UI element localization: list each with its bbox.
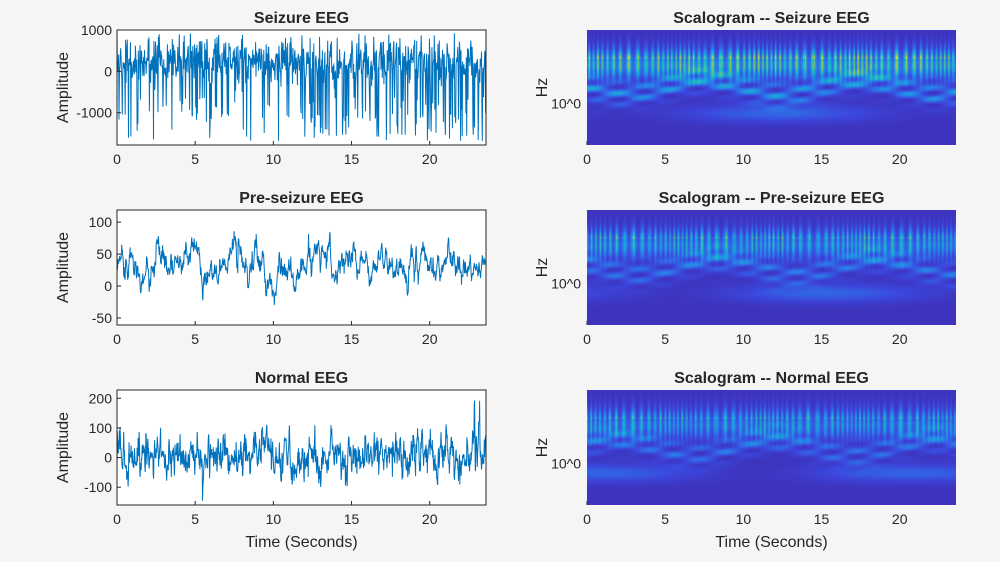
chart-title: Normal EEG	[255, 370, 348, 387]
x-tick-label: 5	[191, 511, 199, 527]
x-tick-label: 20	[422, 511, 438, 527]
y-tick-label: -100	[84, 479, 112, 495]
x-tick-label: 0	[113, 511, 121, 527]
x-tick-label: 0	[583, 331, 591, 347]
y-axis-label: Amplitude	[55, 232, 72, 303]
y-axis-label: Hz	[534, 438, 551, 458]
x-tick-label: 10	[266, 511, 282, 527]
axes-box	[116, 29, 487, 146]
x-tick-label: 20	[892, 151, 908, 167]
axes-box	[116, 389, 487, 506]
y-tick-label: 200	[89, 390, 113, 406]
line-subplot: -1000 0 1000 Amplitude 0 5 10 15 20 Seizure EEG	[55, 10, 487, 167]
x-tick-label: 5	[661, 511, 669, 527]
x-tick-label: 10	[266, 331, 282, 347]
chart-title: Pre-seizure EEG	[239, 190, 364, 207]
y-tick-label: 0	[104, 278, 112, 294]
chart-title: Scalogram -- Pre-seizure EEG	[659, 190, 885, 207]
x-axis-label: Time (Seconds)	[715, 534, 827, 551]
x-tick-label: 15	[814, 511, 830, 527]
y-tick-label: -1000	[76, 105, 112, 121]
y-tick-label: 10^0	[551, 276, 581, 292]
y-tick-label: 0	[104, 63, 112, 79]
chart-title: Scalogram -- Seizure EEG	[673, 10, 870, 27]
y-tick-label: 1000	[81, 22, 112, 38]
x-tick-label: 10	[736, 151, 752, 167]
x-tick-label: 0	[113, 331, 121, 347]
y-tick-label: -50	[92, 310, 112, 326]
x-tick-label: 10	[736, 331, 752, 347]
plot-area	[117, 390, 486, 505]
y-axis-label: Amplitude	[55, 52, 72, 123]
x-tick-label: 5	[661, 151, 669, 167]
y-tick-label: 10^0	[551, 456, 581, 472]
y-tick-label: 100	[89, 214, 113, 230]
scalogram-heatmap	[587, 30, 956, 145]
y-tick-label: 100	[89, 420, 113, 436]
x-axis-label: Time (Seconds)	[245, 534, 357, 551]
signal-line	[117, 231, 486, 306]
y-axis-label: Hz	[534, 78, 551, 98]
scalogram-subplot: 10^0Hz 0 5 10 15 20 Scalogram -- Seizure EEG	[534, 10, 908, 167]
x-tick-label: 5	[661, 331, 669, 347]
x-tick-label: 0	[583, 151, 591, 167]
x-tick-label: 5	[191, 331, 199, 347]
x-tick-label: 20	[892, 511, 908, 527]
x-tick-label: 10	[266, 151, 282, 167]
scalogram-heatmap	[587, 390, 956, 505]
x-tick-label: 15	[344, 331, 360, 347]
chart-title: Scalogram -- Normal EEG	[674, 370, 869, 387]
x-tick-label: 5	[191, 151, 199, 167]
x-tick-label: 15	[344, 151, 360, 167]
y-tick-label: 10^0	[551, 96, 581, 112]
y-tick-label: 50	[96, 246, 112, 262]
y-axis-label: Amplitude	[55, 412, 72, 483]
x-tick-label: 0	[113, 151, 121, 167]
chart-title: Seizure EEG	[254, 10, 349, 27]
y-axis-label: Hz	[534, 258, 551, 278]
y-tick-label: 0	[104, 450, 112, 466]
scalogram-heatmap	[587, 210, 956, 325]
scalogram-subplot: 10^0Hz 0 5 10 15 20 Scalogram -- Pre-seizure E…	[534, 190, 908, 347]
signal-line	[117, 400, 486, 501]
x-tick-label: 20	[892, 331, 908, 347]
x-tick-label: 15	[814, 331, 830, 347]
axes-box	[116, 209, 487, 326]
x-tick-label: 0	[583, 511, 591, 527]
x-tick-label: 10	[736, 511, 752, 527]
x-tick-label: 15	[344, 511, 360, 527]
x-tick-label: 20	[422, 331, 438, 347]
signal-line	[117, 30, 486, 142]
x-tick-label: 15	[814, 151, 830, 167]
x-tick-label: 20	[422, 151, 438, 167]
